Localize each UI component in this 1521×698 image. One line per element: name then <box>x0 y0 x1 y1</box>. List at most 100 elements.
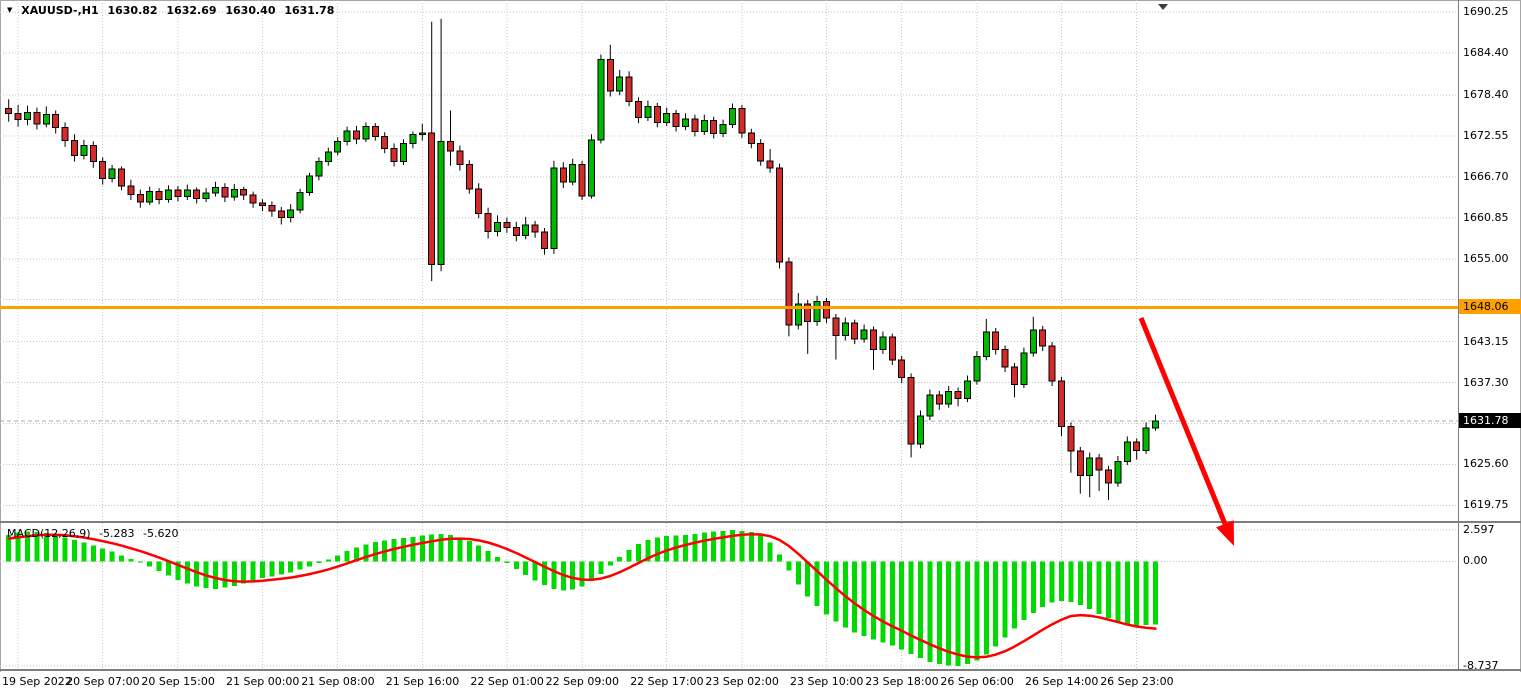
candle <box>578 160 586 200</box>
candle <box>202 188 210 203</box>
price-tick-label: 1690.25 <box>1463 5 1509 19</box>
candle <box>268 201 276 217</box>
candle <box>494 215 501 237</box>
macd-signal-line <box>7 532 1157 659</box>
chart-info-bar: ▼ XAUUSD-,H1 1630.82 1632.69 1630.40 163… <box>7 4 339 17</box>
macd-histogram-bar <box>156 561 162 571</box>
macd-histogram-bar <box>81 542 87 562</box>
candle <box>832 314 840 360</box>
candle <box>635 97 642 124</box>
candle <box>982 318 990 361</box>
candle <box>230 183 238 201</box>
main-price-chart[interactable] <box>0 0 1458 521</box>
macd-histogram-bar <box>889 561 895 646</box>
macd-histogram-bar <box>241 561 247 584</box>
price-tick-label: 1672.55 <box>1463 129 1509 142</box>
candle <box>606 44 614 97</box>
candle <box>794 293 802 330</box>
candle <box>1020 347 1028 389</box>
macd-histogram-bar <box>457 537 463 562</box>
macd-histogram-bar <box>739 530 745 562</box>
candle <box>719 119 727 138</box>
macd-histogram-bar <box>626 549 632 562</box>
macd-histogram-bar <box>1124 561 1130 625</box>
macd-histogram-bar <box>1068 561 1074 602</box>
candles-layer <box>5 18 1159 500</box>
macd-tick-label: 0.00 <box>1463 554 1488 568</box>
candle <box>71 134 78 162</box>
candle <box>625 71 633 107</box>
candle <box>315 157 323 181</box>
time-tick-label: 23 Sep 18:00 <box>865 675 939 688</box>
candle <box>428 21 436 282</box>
candle <box>663 107 671 126</box>
candle <box>240 186 248 200</box>
candle <box>738 104 746 138</box>
macd-histogram-bar <box>899 561 905 650</box>
candle <box>888 333 896 365</box>
candle <box>1048 342 1056 386</box>
low-value: 1630.40 <box>225 4 276 17</box>
macd-histogram-bar <box>448 535 453 562</box>
price-tick-label: 1666.70 <box>1463 169 1509 183</box>
candle <box>456 145 464 171</box>
candle <box>710 116 718 139</box>
macd-histogram-bar <box>777 554 782 562</box>
macd-histogram-bar <box>1012 561 1017 629</box>
candle <box>992 328 1000 355</box>
macd-histogram-bar <box>861 561 867 637</box>
candle <box>381 132 389 154</box>
macd-histogram-bar <box>918 561 923 659</box>
candle <box>851 319 859 345</box>
candle <box>1095 453 1103 491</box>
candle <box>691 114 699 137</box>
candle <box>400 139 407 165</box>
time-tick-label: 22 Sep 17:00 <box>630 675 704 688</box>
candle <box>945 386 953 408</box>
macd-histogram-bar <box>795 561 801 585</box>
panel-separator-main-macd[interactable] <box>0 521 1521 523</box>
macd-histogram-bar <box>260 561 265 578</box>
candle <box>89 141 97 168</box>
macd-histogram-bar <box>730 530 735 562</box>
macd-histogram-bar <box>297 561 303 570</box>
macd-histogram-bar <box>137 561 143 563</box>
macd-histogram-bar <box>1040 561 1046 607</box>
price-tick-label: 1643.15 <box>1463 334 1509 348</box>
candle <box>390 143 398 167</box>
macd-histogram-bar <box>551 561 557 589</box>
macd-histogram-bar <box>43 533 49 562</box>
candle <box>935 390 943 410</box>
macd-histogram-bar <box>589 561 594 581</box>
macd-histogram-bar <box>758 535 764 562</box>
candle <box>1001 345 1009 372</box>
high-value: 1632.69 <box>166 4 217 17</box>
symbol-dropdown-icon[interactable]: ▼ <box>7 6 13 14</box>
candle <box>841 317 849 341</box>
macd-histogram-bar <box>579 561 585 587</box>
price-axis[interactable]: 1690.25 1684.40 1678.40 1672.55 1666.70 1660.… <box>1459 0 1521 672</box>
candle <box>776 163 783 269</box>
macd-histogram-bar <box>25 531 30 562</box>
macd-histogram-bar <box>372 542 378 562</box>
macd-histogram-bar <box>288 561 294 573</box>
macd-histogram-bar <box>513 561 519 570</box>
candle <box>597 54 605 144</box>
time-axis[interactable]: 19 Sep 2022 20 Sep 07:00 20 Sep 15:00 21 Se… <box>0 672 1521 698</box>
candle <box>879 331 887 354</box>
price-tick-label: 1655.00 <box>1463 251 1509 265</box>
macd-histogram-bar <box>786 561 792 571</box>
macd-histogram-bar <box>222 561 228 588</box>
price-tick-label: 1619.75 <box>1463 498 1509 512</box>
candle <box>33 107 41 130</box>
macd-histogram-bar <box>701 532 707 562</box>
candle <box>99 157 107 185</box>
macd-histogram-bar <box>1153 561 1158 625</box>
close-value: 1631.78 <box>284 4 335 17</box>
macd-indicator-chart[interactable] <box>0 523 1458 669</box>
candle <box>371 123 379 141</box>
candle <box>512 221 520 242</box>
candle <box>813 295 821 326</box>
macd-histogram-bar <box>805 561 811 597</box>
